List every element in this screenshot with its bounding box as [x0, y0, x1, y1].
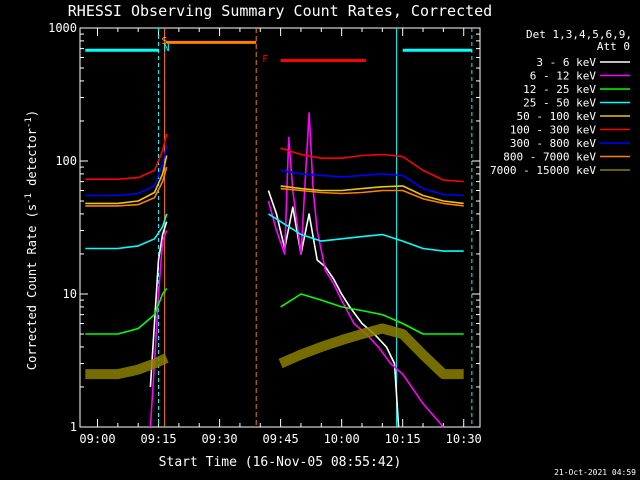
night-marker-n: N	[164, 43, 170, 54]
legend-label: 50 - 100 keV	[517, 110, 597, 123]
x-tick-label: 10:30	[446, 432, 482, 446]
legend-label: 6 - 12 keV	[530, 70, 597, 83]
series-line	[85, 155, 464, 205]
y-tick-label: 100	[55, 154, 77, 168]
timestamp: 21-Oct-2021 04:59	[554, 468, 636, 477]
series-line	[149, 112, 445, 428]
y-axis-label: Corrected Count Rate (s-1 detector-1)	[24, 110, 39, 370]
legend-label: 100 - 300 keV	[510, 124, 596, 137]
y-tick-label: 10	[63, 287, 77, 301]
series-line	[85, 213, 464, 252]
x-tick-label: 09:45	[263, 432, 299, 446]
flare-marker-f: F	[262, 54, 268, 65]
series-line	[85, 145, 464, 197]
x-tick-label: 09:30	[202, 432, 238, 446]
series-line	[85, 323, 464, 380]
y-tick-label: 1	[70, 420, 77, 434]
x-tick-label: 10:15	[385, 432, 421, 446]
saa-marker-s: S	[162, 36, 168, 47]
chart-title: RHESSI Observing Summary Count Rates, Co…	[68, 2, 492, 20]
legend-header-attenuator: Att 0	[597, 40, 630, 53]
x-tick-label: 10:00	[324, 432, 360, 446]
legend-label: 3 - 6 keV	[536, 56, 596, 69]
series-line	[85, 133, 464, 183]
plot-frame	[79, 27, 481, 428]
series-line	[149, 190, 400, 428]
x-axis-label: Start Time (16-Nov-05 08:55:42)	[159, 455, 402, 470]
x-tick-label: 09:00	[79, 432, 115, 446]
legend-label: 300 - 800 keV	[510, 137, 596, 150]
legend-label: 800 - 7000 keV	[503, 151, 596, 164]
legend-header-detectors: Det 1,3,4,5,6,9,	[526, 28, 632, 41]
y-tick-label: 1000	[48, 21, 77, 35]
legend-label: 12 - 25 keV	[523, 83, 596, 96]
series-line	[85, 166, 464, 207]
series-line	[85, 288, 464, 335]
legend-label: 25 - 50 keV	[523, 97, 596, 110]
legend-label: 7000 - 15000 keV	[490, 164, 596, 177]
x-tick-label: 09:15	[140, 432, 176, 446]
